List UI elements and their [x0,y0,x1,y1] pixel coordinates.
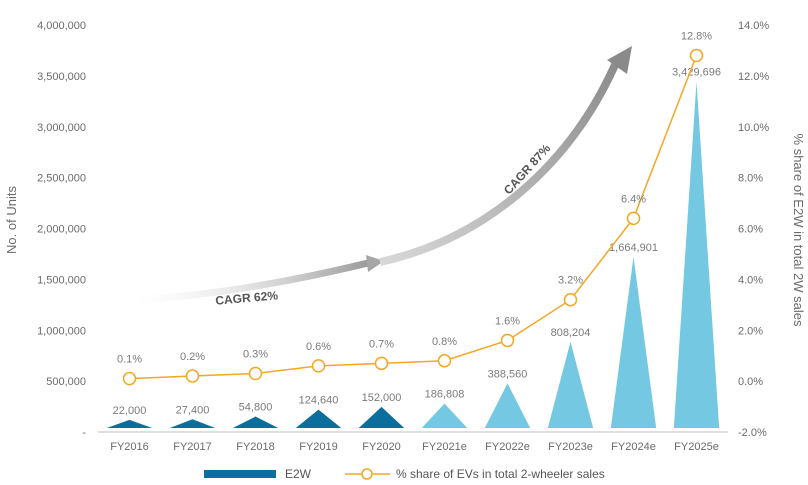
left-axis: - 500,000 1,000,000 1,500,000 2,000,000 2,500… [37,20,86,439]
share-point [626,211,641,226]
bar-fy2020 [358,406,405,428]
bar-value-label: 152,000 [362,392,402,404]
right-tick-label: 6.0% [738,224,763,236]
x-axis: FY2016 FY2017 FY2018 FY2019 FY2020 FY2021e FY2… [98,431,728,453]
right-tick-label: 2.0% [738,325,763,337]
cagr-arrow-1 [134,255,384,304]
left-tick-label: 1,500,000 [37,274,86,286]
right-tick-label: 8.0% [738,173,763,185]
x-tick-label: FY2019 [299,441,338,453]
legend-label-share: % share of EVs in total 2-wheeler sales [396,467,605,481]
x-tick-label: FY2020 [362,441,401,453]
bar-fy2025e [673,81,720,429]
right-axis-title: % share of E2W in total 2W sales [791,134,806,327]
x-tick-label: FY2021e [422,441,467,453]
share-point [437,354,452,368]
left-tick-label: 500,000 [46,376,86,388]
share-value-label: 6.4% [621,193,646,205]
bar-value-label: 388,560 [488,368,528,380]
share-value-label: 0.7% [369,338,394,350]
left-tick-label: 3,500,000 [37,71,86,83]
bar-fy2024e [610,256,657,428]
left-tick-label: - [82,427,86,439]
cagr-arrow-2 [379,46,632,266]
legend: E2W % share of EVs in total 2-wheeler sa… [204,467,605,481]
bar-fy2023e [547,341,594,428]
share-value-label: 0.8% [432,336,457,348]
x-tick-label: FY2023e [548,441,593,453]
share-point [311,359,326,373]
bar-fy2018 [232,416,279,428]
left-tick-label: 2,000,000 [37,224,86,236]
bar-value-label: 808,204 [551,327,591,339]
bar-value-label: 1,664,901 [609,242,658,254]
x-tick-label: FY2016 [110,441,149,453]
right-axis: -2.0% 0.0% 2.0% 4.0% 6.0% 8.0% 10.0% 12.0% 14.0% [738,20,769,439]
bar-fy2019 [295,409,342,428]
cagr-annotation-1: CAGR 62% [215,288,279,307]
x-tick-label: FY2022e [485,441,530,453]
bar-value-label: 54,800 [239,402,273,414]
legend-label-e2w: E2W [285,467,312,481]
bar-fy2016 [106,419,153,428]
x-tick-label: FY2025e [674,441,719,453]
share-point [689,48,704,63]
share-value-label: 3.2% [558,275,583,287]
share-point [500,333,515,348]
left-tick-label: 4,000,000 [37,20,86,32]
left-tick-label: 1,000,000 [37,325,86,337]
share-line [129,55,698,380]
bar-value-label: 186,808 [425,388,465,400]
line-series-share: 0.1% 0.2% 0.3% 0.6% 0.7% 0.8% 1.6% 3.2% 6.4% 12.8… [117,31,712,386]
left-axis-title: No. of Units [4,186,19,254]
bar-value-label: 3,429,696 [672,67,721,79]
right-tick-label: 10.0% [738,122,769,134]
bar-value-label: 27,400 [176,404,210,416]
right-tick-label: 12.0% [738,71,769,83]
bar-fy2021e [421,403,468,428]
share-value-label: 0.2% [180,351,205,363]
share-point [248,366,263,381]
x-tick-label: FY2024e [611,441,656,453]
x-tick-label: FY2017 [173,441,212,453]
share-point [185,369,200,383]
bar-value-label: 124,640 [299,395,339,407]
legend-marker-line [361,468,373,480]
bar-value-label: 22,000 [113,405,147,417]
right-tick-label: 14.0% [738,20,769,32]
right-tick-label: 0.0% [738,376,763,388]
share-point [374,356,389,371]
share-value-label: 12.8% [681,31,712,43]
left-tick-label: 2,500,000 [37,173,86,185]
legend-swatch-e2w [204,470,276,478]
share-point [122,371,137,386]
share-value-label: 0.3% [243,348,268,360]
right-tick-label: -2.0% [738,427,767,439]
share-point [563,292,578,307]
bar-series-e2w: 22,000 27,400 54,800 124,640 152,000 186,808 3… [106,67,721,429]
share-value-label: 0.6% [306,341,331,353]
share-value-label: 0.1% [117,354,142,366]
x-tick-label: FY2018 [236,441,275,453]
left-tick-label: 3,000,000 [37,122,86,134]
right-tick-label: 4.0% [738,274,763,286]
bar-fy2017 [169,419,216,428]
share-value-label: 1.6% [495,315,520,327]
bar-fy2022e [484,383,531,428]
